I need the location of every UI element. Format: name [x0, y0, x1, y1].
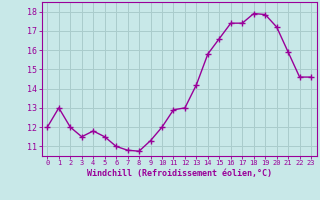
X-axis label: Windchill (Refroidissement éolien,°C): Windchill (Refroidissement éolien,°C) [87, 169, 272, 178]
